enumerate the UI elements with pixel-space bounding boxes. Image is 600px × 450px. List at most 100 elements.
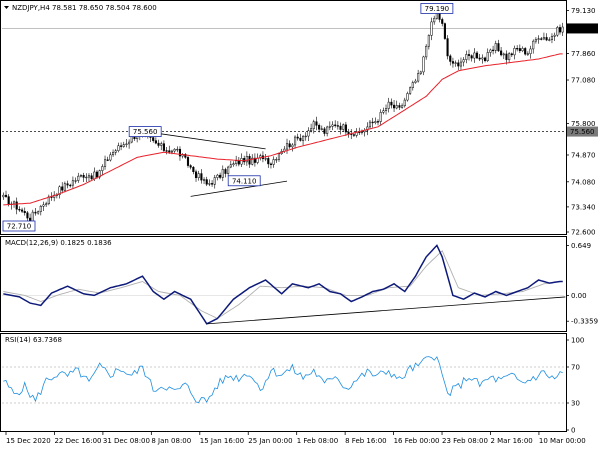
candle bbox=[296, 133, 299, 141]
candle bbox=[524, 47, 527, 56]
candle bbox=[312, 119, 315, 134]
candle-body bbox=[157, 142, 160, 146]
candle-body bbox=[446, 38, 449, 57]
candle bbox=[189, 164, 192, 170]
candle bbox=[114, 148, 117, 156]
candle-body bbox=[352, 134, 355, 136]
candle bbox=[387, 97, 390, 113]
candle bbox=[232, 161, 235, 167]
candle bbox=[379, 109, 382, 126]
candle bbox=[489, 48, 492, 57]
candle-body bbox=[21, 209, 24, 212]
candle bbox=[275, 157, 278, 163]
macd-signal-line bbox=[3, 250, 563, 320]
candle-body bbox=[299, 137, 302, 141]
rsi-pane bbox=[0, 333, 567, 432]
candle-body bbox=[537, 38, 540, 40]
candle bbox=[154, 137, 157, 145]
candle-body bbox=[534, 39, 537, 42]
candle-body bbox=[39, 205, 42, 212]
candle-body bbox=[152, 137, 155, 141]
candle-body bbox=[459, 61, 463, 67]
candle bbox=[285, 138, 289, 154]
candle-body bbox=[18, 208, 21, 211]
annotation-label: 72.710 bbox=[7, 223, 32, 231]
candle-body bbox=[4, 194, 8, 197]
candle bbox=[200, 169, 203, 184]
candle bbox=[4, 190, 8, 198]
x-tick-label: 16 Feb 00:00 bbox=[394, 437, 440, 445]
candle bbox=[494, 40, 497, 54]
x-axis: 15 Dec 2020 22 Dec 16:00 31 Dec 08:00 8 Jan… bbox=[5, 432, 586, 445]
candle bbox=[529, 45, 532, 59]
candle-body bbox=[545, 37, 548, 41]
candle-body bbox=[510, 53, 513, 56]
candle-body bbox=[542, 37, 545, 40]
candle bbox=[267, 155, 270, 168]
candle-body bbox=[312, 121, 315, 129]
candle-body bbox=[93, 171, 96, 180]
candle bbox=[66, 180, 69, 189]
candle bbox=[34, 208, 37, 216]
candle-body bbox=[160, 143, 163, 146]
annotation-box bbox=[2, 220, 36, 232]
candle-body bbox=[529, 48, 532, 54]
candle-body bbox=[395, 105, 398, 109]
candle-body bbox=[550, 36, 554, 40]
candle-body bbox=[178, 148, 182, 157]
candle bbox=[481, 54, 484, 64]
candle-body bbox=[526, 53, 529, 55]
candle-body bbox=[406, 93, 409, 101]
candle bbox=[355, 128, 358, 138]
candle-body bbox=[304, 135, 307, 138]
macd-trendline bbox=[206, 296, 566, 325]
candle bbox=[384, 104, 388, 115]
candle-body bbox=[409, 87, 412, 94]
candle bbox=[264, 154, 267, 162]
candle bbox=[160, 141, 163, 151]
candle-body bbox=[355, 131, 358, 136]
candle-body bbox=[221, 169, 224, 178]
candle-body bbox=[200, 173, 203, 181]
candle bbox=[69, 183, 72, 188]
candle-body bbox=[430, 21, 433, 36]
candle bbox=[540, 37, 543, 41]
candle bbox=[304, 132, 307, 141]
price-tick-label: 74.870 bbox=[571, 151, 596, 159]
candle-body bbox=[494, 43, 497, 51]
candle-body bbox=[475, 52, 479, 59]
candle-body bbox=[500, 50, 503, 56]
candle-body bbox=[293, 136, 297, 146]
candle-body bbox=[122, 144, 125, 147]
candle-body bbox=[130, 135, 133, 143]
candle bbox=[310, 123, 313, 133]
candle-body bbox=[318, 125, 321, 130]
current-price-tag: 78.600 bbox=[567, 23, 598, 34]
candle bbox=[339, 122, 342, 135]
candle-body bbox=[168, 150, 171, 153]
candle bbox=[449, 54, 452, 66]
candle-body bbox=[240, 158, 243, 165]
candle bbox=[253, 153, 256, 167]
candle bbox=[510, 52, 513, 57]
candle bbox=[451, 57, 454, 68]
candle-body bbox=[243, 158, 246, 163]
price-tick-label: 75.800 bbox=[571, 120, 596, 128]
macd-pane bbox=[0, 236, 567, 332]
annotation-label: 74.110 bbox=[232, 177, 257, 185]
candle-body bbox=[414, 80, 417, 83]
x-tick-label: 2 Mar 16:00 bbox=[490, 437, 532, 445]
candle-body bbox=[224, 169, 227, 174]
price-tick-label: 79.130 bbox=[571, 7, 596, 15]
candle-body bbox=[310, 128, 313, 132]
candle-body bbox=[63, 183, 66, 191]
candle bbox=[245, 151, 248, 166]
candle bbox=[492, 45, 495, 55]
candle bbox=[157, 139, 160, 148]
candle-body bbox=[227, 166, 230, 174]
candle bbox=[390, 98, 393, 109]
candle bbox=[71, 176, 74, 189]
candle-body bbox=[194, 171, 198, 179]
candle bbox=[77, 172, 80, 183]
price-tag-box bbox=[567, 23, 598, 34]
